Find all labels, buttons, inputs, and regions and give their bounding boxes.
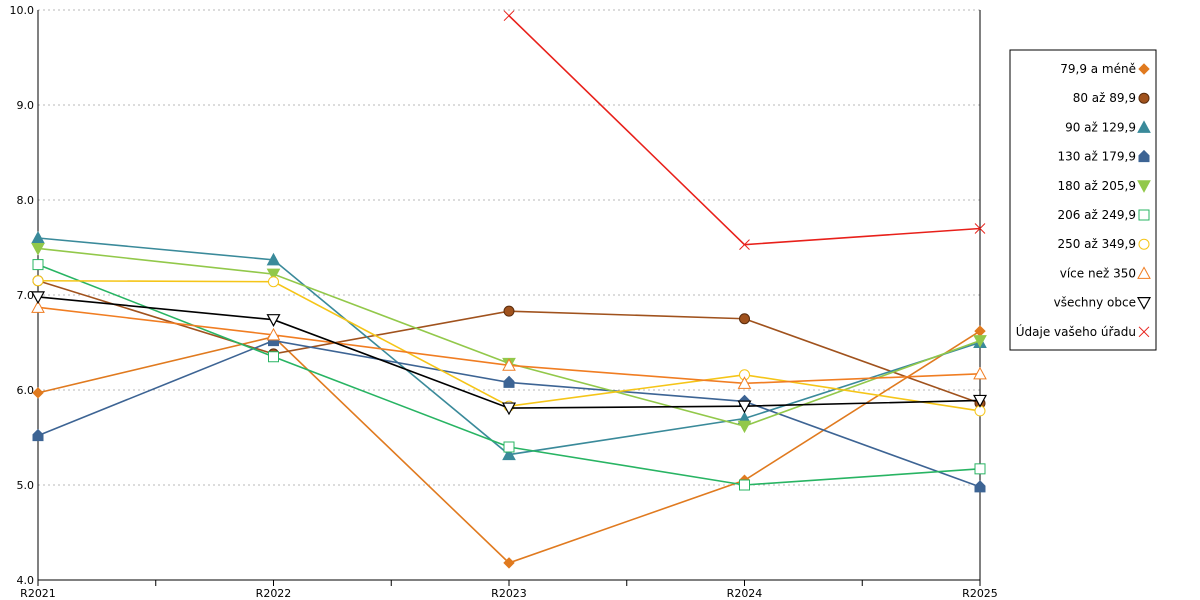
- y-tick-label: 4.0: [17, 574, 35, 587]
- legend-marker: [1138, 238, 1150, 250]
- legend-marker: [1138, 63, 1150, 75]
- data-point: [31, 242, 45, 256]
- data-point: [503, 375, 515, 388]
- legend-marker: [1137, 120, 1151, 133]
- y-tick-label: 10.0: [10, 4, 35, 17]
- legend-label: 90 až 129,9: [1065, 120, 1136, 134]
- series-line: [37, 247, 981, 427]
- legend-marker: [1138, 149, 1150, 163]
- legend-item: 90 až 129,9: [1065, 120, 1151, 134]
- data-point: [32, 428, 44, 442]
- data-point: [974, 223, 986, 234]
- legend-item: 180 až 205,9: [1057, 179, 1151, 193]
- x-tick-label: R2025: [962, 587, 998, 600]
- series-9: [503, 10, 986, 251]
- legend-item: více než 350: [1060, 266, 1151, 280]
- legend-box: [1009, 49, 1157, 351]
- legend-item: Údaje vašeho úřadu: [1016, 324, 1150, 339]
- legend-marker: [1137, 266, 1151, 279]
- legend-item: 250 až 349,9: [1057, 237, 1150, 251]
- y-tick-label: 8.0: [17, 194, 35, 207]
- y-tick-label: 5.0: [17, 479, 35, 492]
- data-point: [266, 327, 281, 341]
- data-point: [737, 376, 752, 389]
- data-point: [30, 291, 46, 305]
- legend-item: 130 až 179,9: [1057, 149, 1150, 164]
- x-tick-label: R2023: [491, 587, 527, 600]
- data-point: [739, 313, 750, 325]
- legend-marker: [1138, 92, 1150, 104]
- grid-lines: [38, 9, 980, 486]
- data-point: [974, 463, 986, 475]
- data-point: [972, 394, 988, 408]
- data-point: [739, 239, 750, 251]
- data-point: [503, 557, 515, 569]
- legend-item: 79,9 a méně: [1060, 62, 1150, 76]
- data-point: [266, 252, 281, 266]
- data-point: [974, 325, 986, 337]
- data-point: [502, 358, 516, 371]
- y-tick-label: 9.0: [17, 99, 35, 112]
- data-point: [32, 259, 44, 271]
- series-8: [30, 291, 988, 416]
- legend-marker: [1138, 326, 1150, 338]
- legend-label: všechny obce: [1054, 296, 1136, 310]
- data-point: [737, 420, 752, 434]
- y-tick-label: 7.0: [17, 289, 35, 302]
- x-tick-label: R2022: [256, 587, 292, 600]
- series-6: [32, 275, 986, 417]
- legend-label: 206 až 249,9: [1057, 208, 1136, 222]
- legend-marker: [1136, 297, 1152, 310]
- data-point: [973, 366, 987, 380]
- legend-label: více než 350: [1060, 266, 1136, 280]
- legend-marker: [1138, 209, 1150, 221]
- data-point: [32, 387, 44, 399]
- series-1: [32, 275, 986, 409]
- x-tick-label: R2024: [727, 587, 763, 600]
- data-point: [268, 351, 279, 363]
- legend-marker: [1137, 180, 1151, 193]
- data-point: [501, 402, 517, 416]
- data-point: [268, 276, 279, 288]
- data-point: [266, 268, 281, 282]
- series-7: [31, 300, 987, 389]
- series-2: [31, 230, 987, 461]
- legend-label: Údaje vašeho úřadu: [1016, 324, 1136, 339]
- series-line: [37, 306, 981, 385]
- data-point: [502, 447, 516, 461]
- legend: 79,9 a méně 80 až 89,9 90 až 129,9 130 až 1…: [1009, 49, 1157, 351]
- data-point: [32, 275, 44, 287]
- legend-label: 180 až 205,9: [1057, 179, 1136, 193]
- data-point: [503, 441, 515, 453]
- legend-item: všechny obce: [1054, 296, 1152, 310]
- data-point: [503, 305, 515, 317]
- series-line: [508, 15, 981, 246]
- x-tick-label: R2021: [20, 587, 56, 600]
- series-layer: [30, 10, 988, 569]
- legend-label: 79,9 a méně: [1060, 62, 1136, 76]
- axes: 4.0 5.0 6.0 7.0 8.0 9.0 10.0 R2021 R2022 R2023 R20…: [10, 4, 998, 600]
- data-point: [31, 300, 45, 313]
- legend-label: 80 až 89,9: [1073, 91, 1136, 105]
- data-point: [737, 400, 752, 414]
- legend-label: 250 až 349,9: [1057, 237, 1136, 251]
- legend-item: 206 až 249,9: [1057, 208, 1150, 222]
- data-point: [739, 479, 750, 491]
- legend-label: 130 až 179,9: [1057, 150, 1136, 164]
- data-point: [503, 10, 515, 22]
- data-point: [31, 230, 45, 244]
- data-point: [973, 335, 987, 348]
- data-point: [974, 480, 986, 493]
- y-tick-label: 6.0: [17, 384, 35, 397]
- series-line: [37, 237, 981, 456]
- data-point: [266, 314, 281, 327]
- legend-item: 80 až 89,9: [1073, 91, 1150, 105]
